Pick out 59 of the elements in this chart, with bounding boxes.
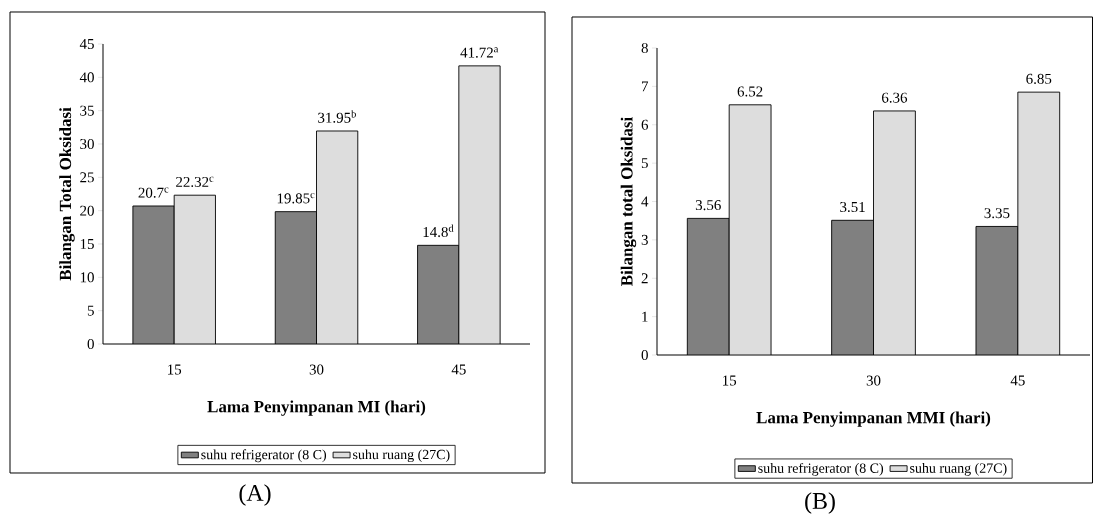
- y-tick-label: 0: [641, 349, 648, 361]
- bar: [831, 220, 874, 355]
- x-tick-label: 45: [1010, 375, 1025, 386]
- bar: [275, 211, 317, 344]
- x-tick-label: 15: [168, 364, 182, 375]
- y-tick-label: 8: [641, 42, 648, 54]
- legend-label: suhu ruang (27C): [910, 462, 1007, 476]
- data-label: 3.56: [695, 200, 721, 211]
- data-label: 22.32$^{c}$: [176, 176, 214, 188]
- y-tick-label: 35: [80, 105, 94, 116]
- data-label: 3.35: [984, 208, 1010, 219]
- y-tick-label: 25: [80, 172, 94, 183]
- data-label: 31.95$^{b}$: [318, 110, 356, 123]
- y-tick-label: 45: [79, 39, 94, 49]
- x-axis-title: Lama Penyimpanan MMI (hari): [756, 411, 991, 427]
- data-label: 41.72$^{a}$: [460, 47, 499, 58]
- y-tick-label: 40: [79, 72, 94, 83]
- x-axis-title: Lama Penyimpanan MI (hari): [207, 400, 426, 416]
- y-tick-label: 15: [80, 239, 94, 249]
- y-axis-title: Bilangan total Oksidasi: [620, 117, 637, 286]
- data-label: 19.85$^{c}$: [277, 193, 315, 204]
- data-label: 6.85: [1026, 73, 1052, 84]
- y-tick-label: 4: [641, 196, 649, 207]
- text: (B): [805, 492, 835, 514]
- data-label: 14.8$^{d}$: [423, 224, 454, 238]
- bar: [132, 206, 175, 344]
- bar: [1017, 91, 1061, 355]
- data-label: 6.52: [737, 86, 763, 97]
- legend-label: suhu refrigerator (8 C): [201, 449, 327, 463]
- y-tick-label: 5: [87, 305, 94, 316]
- data-label: 3.51: [840, 202, 865, 213]
- x-tick-label: 15: [723, 375, 737, 386]
- y-tick-label: 2: [641, 273, 648, 284]
- bar: [458, 65, 501, 344]
- y-axis-title: Bilangan Total Oksidasi: [59, 107, 75, 281]
- bar: [316, 131, 358, 344]
- data-label: 6.36: [882, 92, 908, 103]
- bar: [729, 104, 772, 355]
- y-tick-label: 20: [80, 205, 94, 216]
- x-tick-label: 30: [309, 364, 324, 375]
- y-tick-label: 30: [80, 138, 94, 150]
- y-tick-label: 10: [80, 272, 94, 283]
- y-tick-label: 6: [641, 119, 649, 130]
- y-tick-label: 7: [642, 81, 649, 92]
- x-tick-label: 45: [451, 364, 466, 375]
- bar: [873, 110, 916, 355]
- text: (A): [239, 484, 271, 506]
- legend-label: suhu refrigerator (8 C): [758, 462, 884, 476]
- x-tick-label: 30: [866, 375, 881, 386]
- bar: [687, 218, 730, 355]
- bar: [174, 195, 216, 344]
- y-tick-label: 0: [87, 338, 94, 350]
- y-tick-label: 3: [641, 234, 648, 245]
- y-tick-label: 1: [642, 311, 648, 322]
- legend-label: suhu ruang (27C): [353, 449, 450, 463]
- data-label: 20.7$^{c}$: [138, 187, 169, 198]
- y-tick-label: 5: [641, 158, 648, 169]
- bar: [417, 244, 460, 344]
- bar: [975, 226, 1019, 355]
